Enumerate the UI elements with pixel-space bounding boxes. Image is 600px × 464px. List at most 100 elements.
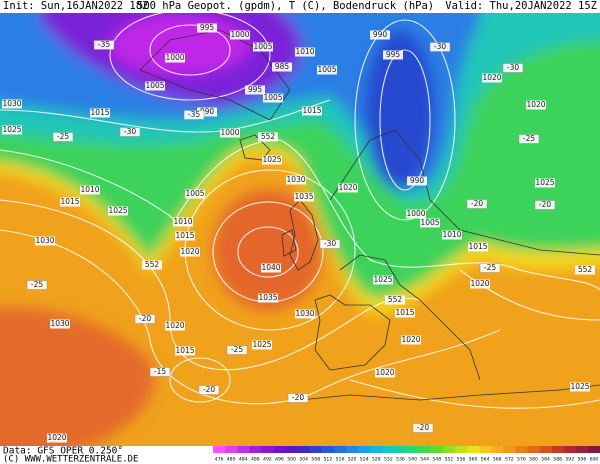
isobar-label: 1025 bbox=[252, 340, 271, 349]
coastline bbox=[339, 254, 481, 381]
temperature-label: -20 bbox=[139, 314, 151, 323]
contour bbox=[0, 99, 331, 133]
isobar-label-box bbox=[375, 368, 395, 378]
contours bbox=[0, 13, 600, 409]
isobar-label: 990 bbox=[410, 176, 425, 185]
isobar-label-box bbox=[407, 176, 427, 186]
isobar-label: 990 bbox=[200, 107, 215, 116]
temperature-label: -15 bbox=[154, 367, 166, 376]
temperature-label-box bbox=[52, 132, 74, 142]
temperature-label-box bbox=[534, 200, 556, 210]
temperature-label: -30 bbox=[124, 127, 136, 136]
colorbar-label: 480 bbox=[227, 457, 236, 463]
colorbar-label: 516 bbox=[336, 457, 345, 463]
isobar-label-box bbox=[175, 346, 195, 356]
contour bbox=[237, 226, 299, 278]
isobar-label: 1005 bbox=[185, 189, 204, 198]
colorbar-label: 568 bbox=[493, 457, 502, 463]
colorbar-swatch bbox=[479, 446, 492, 453]
isobar-label: 1030 bbox=[2, 99, 21, 108]
isobar-label: 1025 bbox=[2, 125, 21, 134]
isobar-label-box bbox=[80, 185, 100, 195]
isobar-label: 1030 bbox=[50, 319, 69, 328]
isobar-label: 1010 bbox=[80, 185, 99, 194]
isobar-label: 1025 bbox=[108, 206, 127, 215]
colorbar-swatch bbox=[213, 446, 226, 453]
isobar-label: 1005 bbox=[145, 81, 164, 90]
isobar-label-box bbox=[145, 81, 165, 91]
isobar-label: 1005 bbox=[253, 42, 272, 51]
colorbar-swatch bbox=[515, 446, 528, 453]
colorbar-swatch bbox=[575, 446, 589, 453]
colorbar-label: 540 bbox=[408, 457, 417, 463]
temperature-label-box bbox=[183, 110, 205, 120]
isobar-label: 1020 bbox=[526, 100, 545, 109]
colorbar-swatch bbox=[309, 446, 323, 453]
temperature-label-box bbox=[518, 134, 540, 144]
isobar-label-box bbox=[262, 155, 282, 165]
isobar-label-box bbox=[406, 209, 426, 219]
isobar-label-box bbox=[468, 242, 488, 252]
colorbar-swatch bbox=[430, 446, 444, 453]
isobar-label-box bbox=[286, 175, 306, 185]
isobar-label-box bbox=[180, 247, 200, 257]
colorbar: 476 480 484 488 492 496 500 504 508 512 516 520 524 5… bbox=[213, 446, 600, 463]
colorbar-swatch bbox=[249, 446, 262, 453]
temperature-label-box bbox=[287, 393, 309, 403]
isobar-label: 1030 bbox=[286, 175, 305, 184]
isobar-label: 995 bbox=[248, 85, 263, 94]
isobar-label: 1000 bbox=[165, 53, 184, 62]
colorbar-swatch bbox=[333, 446, 347, 453]
isobar-label: 1040 bbox=[261, 263, 280, 272]
colorbar-swatch bbox=[539, 446, 552, 453]
isobar-label-box bbox=[295, 47, 315, 57]
isobar-label-box bbox=[252, 340, 272, 350]
colorbar-label: 476 bbox=[215, 457, 224, 463]
isobar-label-box bbox=[535, 178, 555, 188]
isobar-label-box bbox=[482, 73, 502, 83]
colorbar-label: 508 bbox=[311, 457, 320, 463]
colorbar-swatch bbox=[442, 446, 456, 453]
isobar-label: 1025 bbox=[570, 382, 589, 391]
colorbar-label: 600 bbox=[590, 457, 599, 463]
isobar-label-box bbox=[442, 230, 462, 240]
isobar-label-box bbox=[2, 125, 22, 135]
isobar-label: 1025 bbox=[373, 275, 392, 284]
isobar-label: 1005 bbox=[263, 93, 282, 102]
colorbar-label: 560 bbox=[469, 457, 478, 463]
isobar-label: 1025 bbox=[535, 178, 554, 187]
colorbar-label: 556 bbox=[457, 457, 466, 463]
temperature-label: -20 bbox=[417, 423, 429, 432]
colorbar-swatch bbox=[406, 446, 419, 453]
isobar-label: 1020 bbox=[401, 335, 420, 344]
colorbar-swatch bbox=[225, 446, 238, 453]
isobar-label: 1020 bbox=[375, 368, 394, 377]
colorbar-label: 584 bbox=[541, 457, 550, 463]
isobar-label: 1035 bbox=[294, 192, 313, 201]
contour bbox=[379, 49, 431, 191]
colorbar-label: 520 bbox=[348, 457, 357, 463]
isobar-label: 995 bbox=[200, 23, 215, 32]
isobar-label-box bbox=[272, 62, 292, 72]
isobar-label: 1005 bbox=[420, 218, 439, 227]
colorbar-swatch bbox=[551, 446, 565, 453]
temperature-label-box bbox=[149, 367, 171, 377]
isobar-label: 1010 bbox=[173, 217, 192, 226]
isobar-label-box bbox=[47, 433, 67, 443]
isobar-label-box bbox=[165, 53, 185, 63]
isobar-label-box bbox=[470, 279, 490, 289]
colorbar-swatch bbox=[563, 446, 577, 453]
colorbar-label: 544 bbox=[420, 457, 429, 463]
colorbar-label: 496 bbox=[275, 457, 284, 463]
colorbar-swatch bbox=[321, 446, 335, 453]
isobar-label-box bbox=[230, 30, 250, 40]
colorbar-swatch bbox=[466, 446, 480, 453]
coastline bbox=[314, 294, 391, 371]
coastline bbox=[299, 384, 600, 401]
isobar-label-box bbox=[263, 93, 283, 103]
temperature-label: -30 bbox=[507, 63, 519, 72]
colorbar-swatch bbox=[285, 446, 298, 453]
colorbar-swatch bbox=[418, 446, 431, 453]
height-label-box bbox=[575, 265, 595, 275]
